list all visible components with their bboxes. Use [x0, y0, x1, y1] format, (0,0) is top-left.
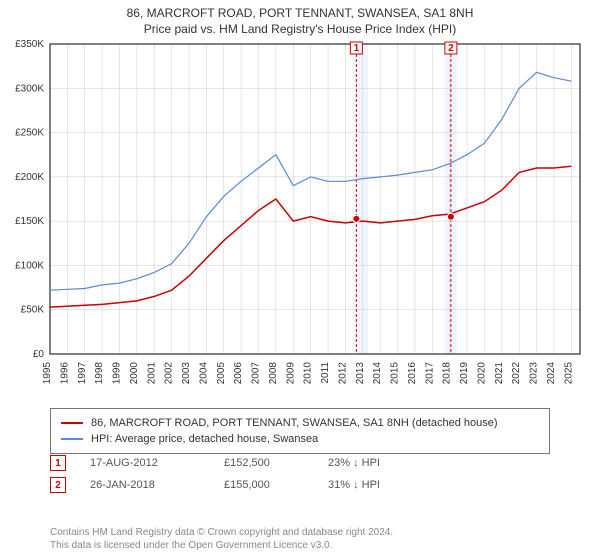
sale-price: £155,000 [224, 479, 304, 491]
sale-price: £152,500 [224, 457, 304, 469]
chart-svg: £0 £50K £100K £150K £200K £250K £300K £350K 1995… [0, 40, 600, 400]
svg-text:£200K: £200K [15, 172, 44, 183]
legend-row: HPI: Average price, detached house, Swan… [61, 431, 539, 447]
svg-text:2025: 2025 [563, 362, 574, 385]
svg-text:2016: 2016 [407, 362, 418, 385]
svg-text:£350K: £350K [15, 40, 44, 50]
svg-text:£0: £0 [33, 349, 45, 360]
title-main: 86, MARCROFT ROAD, PORT TENNANT, SWANSEA… [0, 6, 600, 20]
svg-text:2006: 2006 [233, 362, 244, 385]
svg-text:1999: 1999 [112, 362, 123, 385]
svg-text:2021: 2021 [494, 362, 505, 385]
svg-text:£100K: £100K [15, 260, 44, 271]
sale-date: 26-JAN-2018 [90, 479, 200, 491]
svg-text:2015: 2015 [390, 362, 401, 385]
svg-text:2012: 2012 [337, 362, 348, 385]
svg-text:2022: 2022 [511, 362, 522, 385]
sale-row: 2 26-JAN-2018 £155,000 31% ↓ HPI [50, 474, 550, 496]
svg-text:2020: 2020 [476, 362, 487, 385]
svg-text:2017: 2017 [424, 362, 435, 385]
chart-area: £0 £50K £100K £150K £200K £250K £300K £350K 1995… [0, 40, 600, 400]
svg-text:2008: 2008 [268, 362, 279, 385]
sales-list: 1 17-AUG-2012 £152,500 23% ↓ HPI 2 26-JA… [50, 452, 550, 496]
svg-text:2004: 2004 [198, 362, 209, 385]
svg-text:2000: 2000 [129, 362, 140, 385]
svg-text:2002: 2002 [164, 362, 175, 385]
svg-text:2003: 2003 [181, 362, 192, 385]
chart-container: 86, MARCROFT ROAD, PORT TENNANT, SWANSEA… [0, 0, 600, 560]
svg-text:2001: 2001 [146, 362, 157, 385]
svg-text:2010: 2010 [303, 362, 314, 385]
legend-label-property: 86, MARCROFT ROAD, PORT TENNANT, SWANSEA… [91, 417, 498, 429]
svg-text:1997: 1997 [77, 362, 88, 385]
sale-row: 1 17-AUG-2012 £152,500 23% ↓ HPI [50, 452, 550, 474]
sale-marker-1: 1 [50, 455, 66, 471]
svg-text:£300K: £300K [15, 83, 44, 94]
sale-marker-2: 2 [50, 477, 66, 493]
svg-text:2013: 2013 [355, 362, 366, 385]
sale-delta: 31% ↓ HPI [328, 479, 428, 491]
svg-text:1: 1 [354, 43, 360, 54]
svg-text:2009: 2009 [285, 362, 296, 385]
legend-swatch-hpi [61, 438, 83, 440]
svg-text:2018: 2018 [442, 362, 453, 385]
legend-row: 86, MARCROFT ROAD, PORT TENNANT, SWANSEA… [61, 415, 539, 431]
svg-text:2024: 2024 [546, 362, 557, 385]
svg-text:1998: 1998 [94, 362, 105, 385]
svg-text:2019: 2019 [459, 362, 470, 385]
title-sub: Price paid vs. HM Land Registry's House … [0, 22, 600, 36]
svg-text:2023: 2023 [529, 362, 540, 385]
legend-swatch-property [61, 422, 83, 424]
svg-text:£50K: £50K [21, 305, 45, 316]
footer-line-1: Contains HM Land Registry data © Crown c… [50, 526, 550, 539]
svg-text:1995: 1995 [42, 362, 53, 385]
svg-text:2007: 2007 [251, 362, 262, 385]
legend-label-hpi: HPI: Average price, detached house, Swan… [91, 433, 318, 445]
svg-text:£250K: £250K [15, 128, 44, 139]
svg-text:2011: 2011 [320, 362, 331, 384]
sale-date: 17-AUG-2012 [90, 457, 200, 469]
svg-text:2014: 2014 [372, 362, 383, 385]
sale-delta: 23% ↓ HPI [328, 457, 428, 469]
svg-text:2005: 2005 [216, 362, 227, 385]
footer: Contains HM Land Registry data © Crown c… [50, 526, 550, 552]
legend: 86, MARCROFT ROAD, PORT TENNANT, SWANSEA… [50, 408, 550, 454]
svg-text:£150K: £150K [15, 216, 44, 227]
svg-text:1996: 1996 [59, 362, 70, 385]
footer-line-2: This data is licensed under the Open Gov… [50, 539, 550, 552]
title-block: 86, MARCROFT ROAD, PORT TENNANT, SWANSEA… [0, 0, 600, 36]
svg-text:2: 2 [448, 43, 454, 54]
